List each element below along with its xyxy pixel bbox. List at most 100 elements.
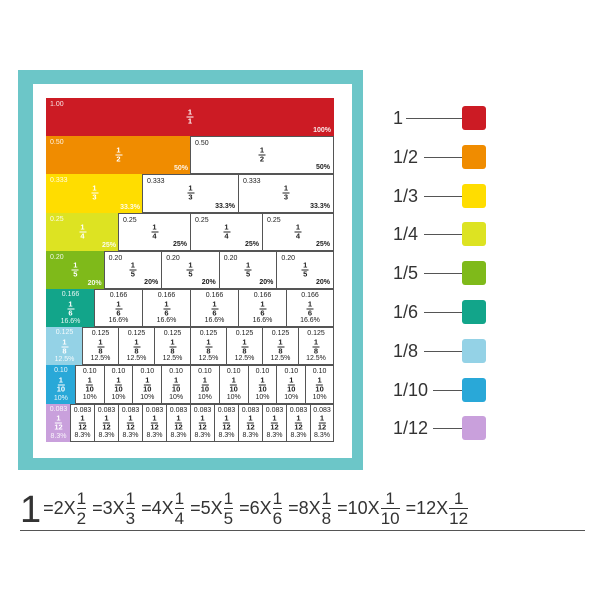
tile-percent: 10% <box>140 393 155 401</box>
tile-decimal: 0.083 <box>73 406 92 414</box>
tile-fraction: 1 12 <box>126 414 134 432</box>
fraction-bar <box>79 231 86 233</box>
fraction-numerator: 1 <box>223 488 234 508</box>
fraction-tile: 0.10 1 10 10% <box>132 365 163 404</box>
fraction-bar <box>55 422 62 424</box>
fraction-numerator: 1 <box>319 413 325 423</box>
tile-decimal: 0.083 <box>313 406 331 414</box>
fraction-numerator: 1 <box>76 488 87 508</box>
legend-label: 1/4 <box>393 224 419 245</box>
tile-percent: 12.5% <box>234 355 255 363</box>
fraction-bar <box>186 116 194 118</box>
fraction-numerator: 1 <box>73 260 78 270</box>
tile-decimal: 0.10 <box>312 368 327 376</box>
tile-fraction: 1 12 <box>174 414 183 432</box>
legend-item-5: 1/5 <box>393 261 493 286</box>
fraction-denominator: 12 <box>174 422 183 432</box>
tile-percent: 8.3% <box>98 431 115 439</box>
tile-percent: 10% <box>82 393 97 401</box>
tile-decimal: 0.125 <box>307 330 325 338</box>
fraction-numerator: 1 <box>212 299 217 309</box>
fraction-numerator: 1 <box>278 337 283 347</box>
tile-percent: 25% <box>172 240 187 248</box>
legend-label: 1/5 <box>393 263 419 284</box>
legend-item-4: 1/4 <box>393 222 493 247</box>
fraction-denominator: 10 <box>171 384 181 394</box>
fraction-tile: 0.10 1 10 10% <box>218 365 249 404</box>
fraction-denominator: 4 <box>224 231 229 241</box>
fraction-tile: 0.083 1 12 8.3% <box>118 403 143 442</box>
tile-row-10: 0.10 1 10 10% 0.10 1 10 10% 0.10 1 10 10% 0.10 1 10 10%… <box>46 365 334 404</box>
fraction-bar <box>67 308 74 310</box>
equation-term: =3X 1 3 <box>92 486 136 530</box>
fraction-denominator: 10 <box>315 384 324 394</box>
tile-percent: 10% <box>312 393 327 401</box>
fraction-bar <box>143 384 151 386</box>
tile-decimal: 0.125 <box>271 330 290 338</box>
fraction-numerator: 1 <box>164 299 169 309</box>
fraction-tile-grid: 1.00 1 1 100% 0.50 1 2 50% 0.50 1 2 50% 0.333 1 3 33.3%… <box>46 98 334 442</box>
fraction-denominator: 6 <box>260 308 265 318</box>
fraction-denominator: 5 <box>130 269 135 279</box>
tile-percent: 8.3% <box>218 431 235 439</box>
tile-decimal: 0.10 <box>82 368 97 376</box>
fraction-bar <box>312 346 320 348</box>
fraction-tile: 0.25 1 4 25% <box>190 212 263 251</box>
legend-connector <box>406 118 462 119</box>
equation-term: =5X 1 5 <box>190 486 234 530</box>
tile-percent: 10% <box>53 394 68 402</box>
tile-fraction: 1 12 <box>294 414 303 432</box>
fraction-bar <box>244 269 252 271</box>
fraction-numerator: 1 <box>242 337 247 347</box>
fraction-denominator: 10 <box>287 384 296 394</box>
tile-decimal: 0.125 <box>127 330 146 338</box>
legend-color-swatch <box>462 377 486 402</box>
tile-decimal: 0.20 <box>281 254 296 262</box>
legend-connector <box>424 350 462 352</box>
tile-percent: 50% <box>315 164 330 172</box>
fraction-numerator: 1 <box>321 488 332 508</box>
fraction-bar <box>163 308 170 310</box>
tile-decimal: 0.10 <box>284 368 299 376</box>
tile-row-4: 0.25 1 4 25% 0.25 1 4 25% 0.25 1 4 25% 0.25 1 4 25% <box>46 212 334 251</box>
legend-label: 1/6 <box>393 302 419 322</box>
fraction-bar <box>306 308 314 310</box>
tile-decimal: 0.166 <box>61 291 80 298</box>
fraction-numerator: 1 <box>246 260 251 270</box>
fraction-denominator: 3 <box>283 192 289 202</box>
fraction-tile: 0.166 1 6 16.6% <box>46 289 95 328</box>
tile-decimal: 1.00 <box>50 101 64 108</box>
fraction-denominator: 2 <box>259 154 265 164</box>
fraction-numerator: 1 <box>453 488 464 508</box>
legend-connector <box>433 428 462 430</box>
fraction-tile: 0.125 1 8 12.5% <box>46 327 83 366</box>
fraction-tile: 0.166 1 6 16.6% <box>286 289 334 328</box>
fraction-denominator: 8 <box>170 346 175 356</box>
tile-decimal: 0.10 <box>226 368 241 376</box>
fraction-denominator: 12 <box>294 422 303 432</box>
tile-percent: 10% <box>284 393 299 401</box>
tile-percent: 12.5% <box>198 355 219 363</box>
fraction-denominator: 12 <box>317 422 327 432</box>
fraction-tile: 0.20 1 5 20% <box>103 250 163 289</box>
fraction-numerator: 1 <box>307 299 313 309</box>
fraction-denominator: 12 <box>102 422 111 432</box>
tile-percent: 12.5% <box>54 356 75 364</box>
tile-decimal: 0.20 <box>50 253 64 261</box>
legend-color-swatch <box>462 144 486 169</box>
fraction-tile: 0.25 1 4 25% <box>118 212 191 251</box>
tile-row-5: 0.20 1 5 20% 0.20 1 5 20% 0.20 1 5 20% 0.20 1 5 20% 0.20… <box>46 250 334 289</box>
fraction-numerator: 1 <box>68 299 73 309</box>
fraction-denominator: 10 <box>114 384 123 394</box>
fraction-numerator: 1 <box>303 260 308 270</box>
tile-decimal: 0.166 <box>301 292 319 299</box>
fraction-bar <box>201 384 209 386</box>
fraction-bar <box>151 231 158 233</box>
